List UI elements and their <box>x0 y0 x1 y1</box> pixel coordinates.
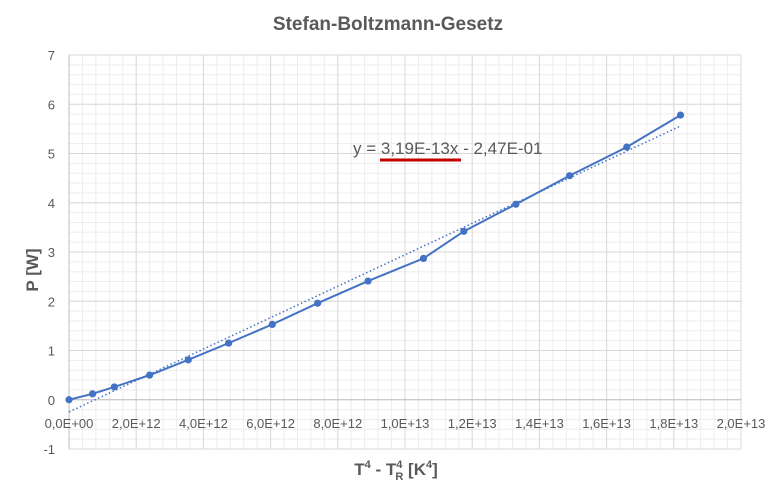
data-point <box>268 320 276 328</box>
y-tick-label: 6 <box>48 97 55 112</box>
data-point <box>364 277 372 285</box>
x-tick-label: 1,6E+13 <box>582 416 631 431</box>
data-point <box>146 371 154 379</box>
x-tick-label: 6,0E+12 <box>246 416 295 431</box>
y-axis-title: P [W] <box>23 248 42 291</box>
y-tick-labels: -1 0 1 2 3 4 5 6 7 <box>43 48 55 457</box>
data-point <box>184 356 192 364</box>
x-axis-title-t1: T <box>354 460 365 479</box>
x-axis-title-exp2: 4 <box>396 459 403 471</box>
trendline-equation: y = 3,19E-13x - 2,47E-01 <box>353 139 542 158</box>
data-point <box>88 390 97 398</box>
x-tick-label: 2,0E+13 <box>717 416 766 431</box>
x-tick-label: 2,0E+12 <box>112 416 161 431</box>
trendline-group <box>68 125 681 413</box>
chart-title: Stefan-Boltzmann-Gesetz <box>273 14 503 35</box>
y-tick-label: 7 <box>48 48 55 63</box>
data-point <box>225 339 233 347</box>
y-tick-label: 1 <box>48 344 55 359</box>
x-axis-title-sub: R <box>395 471 403 483</box>
data-point <box>110 383 118 391</box>
x-tick-label: 1,4E+13 <box>515 416 564 431</box>
x-axis-title-exp1: 4 <box>365 459 372 471</box>
x-tick-label: 0,0E+00 <box>45 416 94 431</box>
data-point <box>676 111 685 119</box>
x-tick-label: 1,8E+13 <box>649 416 698 431</box>
data-point <box>566 172 574 180</box>
data-point <box>460 227 468 235</box>
data-point <box>512 200 520 208</box>
data-point <box>623 143 631 151</box>
y-tick-label: 2 <box>48 294 55 309</box>
y-tick-label: 4 <box>48 196 55 211</box>
x-tick-labels: 0,0E+00 2,0E+12 4,0E+12 6,0E+12 8,0E+12 1,0E+… <box>45 416 766 431</box>
y-tick-label: 3 <box>48 245 55 260</box>
data-point <box>65 396 73 404</box>
x-tick-label: 1,2E+13 <box>448 416 497 431</box>
trendline <box>68 125 681 413</box>
x-axis-title-t2: - T <box>371 460 397 479</box>
y-tick-label: 5 <box>48 147 55 162</box>
x-tick-label: 8,0E+12 <box>313 416 362 431</box>
gridlines <box>68 54 742 450</box>
x-tick-label: 1,0E+13 <box>381 416 430 431</box>
y-tick-label: -1 <box>43 442 55 457</box>
x-axis-title: T4 - T4 R [K4] <box>354 459 438 483</box>
x-tick-label: 4,0E+12 <box>179 416 228 431</box>
x-axis-title-exp3: 4 <box>426 459 433 471</box>
x-axis-title-unit: [K <box>403 460 426 479</box>
x-axis-title-close: ] <box>432 460 438 479</box>
data-point <box>314 299 322 307</box>
data-point <box>419 254 428 263</box>
data-series <box>65 111 685 404</box>
y-tick-label: 0 <box>48 393 55 408</box>
